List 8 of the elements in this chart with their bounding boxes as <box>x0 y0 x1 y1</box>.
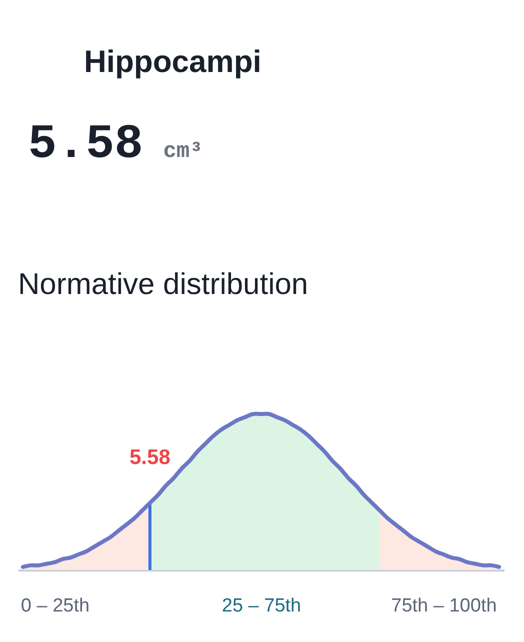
chart-title: Normative distribution <box>18 268 308 301</box>
x-tick-label: 75th – 100th <box>391 596 497 616</box>
text: 5.58 <box>28 118 144 172</box>
annotation: 5.58 <box>129 446 171 469</box>
text: Hippocampi <box>84 44 262 79</box>
x-tick-label: 0 – 25th <box>20 596 90 616</box>
x-tick-label: 25 – 75th <box>222 596 302 616</box>
text: cm³ <box>163 139 203 164</box>
